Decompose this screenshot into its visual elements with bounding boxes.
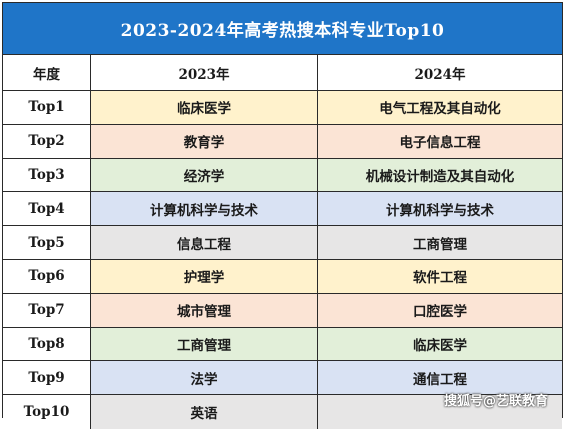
major-2023-cell: 法学 xyxy=(91,361,318,395)
rank-cell: Top4 xyxy=(3,192,91,226)
major-2023-cell: 工商管理 xyxy=(91,327,318,361)
rank-cell: Top9 xyxy=(3,361,91,395)
major-2024-cell: 临床医学 xyxy=(318,327,562,361)
header-year-label: 年度 xyxy=(3,55,91,90)
header-row: 年度 2023年 2024年 xyxy=(3,55,562,91)
table-row: Top5 信息工程 工商管理 xyxy=(3,226,562,260)
major-2024-cell: 计算机科学与技术 xyxy=(318,192,562,226)
rows-container: Top1 临床医学 电气工程及其自动化 Top2 教育学 电子信息工程 Top3 经济学 机械设… xyxy=(3,91,562,429)
major-2024-cell: 电子信息工程 xyxy=(318,124,562,158)
header-2024: 2024年 xyxy=(414,66,466,83)
rank-cell: Top6 xyxy=(3,259,91,293)
rank-cell: Top5 xyxy=(3,226,91,259)
major-2024-cell: 口腔医学 xyxy=(318,293,562,327)
table-body: 年度 2023年 2024年 Top1 临床医学 电气工程及其自动化 Top2 教育学电… xyxy=(3,55,562,429)
major-2023-cell: 城市管理 xyxy=(91,293,318,327)
table-row: Top6 护理学 软件工程 xyxy=(3,259,562,294)
header-2023: 2023年 xyxy=(91,55,318,90)
watermark: 搜狐号@艺联教育 xyxy=(443,394,548,409)
rank-cell: Top2 xyxy=(3,124,91,158)
rank-cell: Top7 xyxy=(3,293,91,327)
table-row: Top3 经济学 机械设计制造及其自动化 xyxy=(3,158,562,193)
rank-cell: Top10 xyxy=(3,395,91,429)
major-2024-cell: 工商管理 xyxy=(318,226,562,259)
rank-cell: Top3 xyxy=(3,158,91,192)
table-row: Top9 法学 通信工程 xyxy=(3,361,562,396)
major-2024-cell: 通信工程 xyxy=(318,361,562,395)
table-row: Top1 临床医学 电气工程及其自动化 xyxy=(3,91,562,125)
table-row: Top4 计算机科学与技术 计算机科学与技术 xyxy=(3,192,562,227)
major-2024-cell: 机械设计制造及其自动化 xyxy=(318,158,562,192)
rank-cell: Top8 xyxy=(3,327,91,361)
table-row: Top7 城市管理 口腔医学 xyxy=(3,293,562,328)
major-2023-cell: 经济学 xyxy=(91,158,318,192)
table-row: Top2 教育学 电子信息工程 xyxy=(3,124,562,159)
table-row: Top8 工商管理 临床医学 xyxy=(3,327,562,362)
table-title: 2023-2024年高考热搜本科专业Top10 xyxy=(3,3,562,55)
major-2024-cell: 软件工程 xyxy=(318,259,562,293)
major-2023-cell: 信息工程 xyxy=(91,226,318,259)
major-2023-cell: 护理学 xyxy=(91,259,318,293)
major-2023-cell: 临床医学 xyxy=(91,91,318,124)
major-2023-cell: 英语 xyxy=(91,395,318,429)
major-2023-cell: 教育学 xyxy=(91,124,318,158)
major-2023-cell: 计算机科学与技术 xyxy=(91,192,318,226)
major-2024-cell: 电气工程及其自动化 xyxy=(318,91,562,124)
rank-cell: Top1 xyxy=(3,91,91,124)
